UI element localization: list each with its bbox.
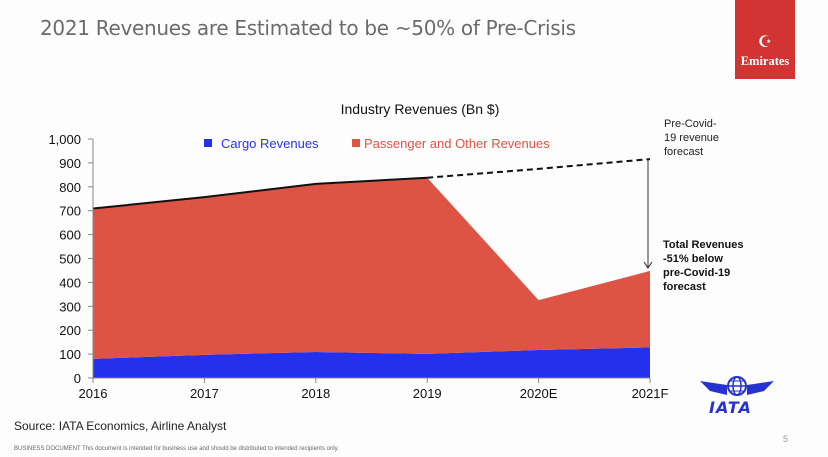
annotation-line: forecast: [663, 281, 706, 293]
x-tick-label: 2017: [190, 386, 219, 401]
annotation-line: pre-Covid-19: [663, 267, 731, 279]
legend-item-passenger: Passenger and Other Revenues: [352, 136, 550, 151]
legend-label-passenger: Passenger and Other Revenues: [364, 136, 550, 151]
area-series-cargo: [93, 347, 650, 378]
page-number: 5: [783, 434, 789, 444]
emirates-logo: ☪ Emirates: [735, 0, 795, 79]
legend-label-cargo: Cargo Revenues: [221, 136, 319, 151]
annotation-line: -51% below: [663, 253, 723, 265]
iata-logo-text: IATA: [709, 398, 752, 417]
y-tick-label: 400: [59, 275, 81, 290]
annotation-line: forecast: [664, 146, 704, 158]
y-tick-label: 600: [59, 228, 81, 243]
x-tick-label: 2021F: [632, 386, 669, 401]
y-tick-label: 300: [59, 299, 81, 314]
y-tick-label: 100: [59, 347, 81, 362]
emirates-calligraphy-icon: ☪: [757, 32, 773, 51]
legend-swatch-passenger: [352, 139, 360, 147]
legend-swatch-cargo: [204, 139, 212, 147]
annotation-pre-covid-forecast: Pre-Covid- 19 revenue forecast: [664, 117, 719, 159]
gap-arrowhead-icon: [643, 261, 653, 269]
annotation-line: 19 revenue: [664, 132, 720, 144]
y-tick-label: 800: [59, 180, 81, 195]
annotation-total-revenues: Total Revenues -51% below pre-Covid-19 f…: [663, 238, 744, 294]
emirates-logo-text: Emirates: [740, 54, 790, 68]
area-series-passenger: [93, 177, 650, 359]
disclaimer: BUSINESS DOCUMENT This document is inten…: [14, 446, 339, 452]
x-tick-label: 2020E: [520, 386, 558, 401]
source-note: Source: IATA Economics, Airline Analyst: [14, 419, 227, 433]
y-tick-label: 200: [59, 323, 81, 338]
y-tick-label: 700: [59, 204, 81, 219]
y-tick-label: 1,000: [48, 132, 81, 147]
iata-globe-wings-icon: [700, 376, 774, 396]
slide-title: 2021 Revenues are Estimated to be ~50% o…: [40, 16, 576, 40]
legend-item-cargo: Cargo Revenues: [204, 136, 319, 151]
pre-covid-forecast-line: [427, 158, 651, 179]
x-tick-label: 2019: [413, 386, 442, 401]
y-tick-label: 500: [59, 252, 81, 267]
x-tick-label: 2016: [79, 386, 108, 401]
annotation-line: Total Revenues: [663, 239, 744, 251]
x-tick-label: 2018: [301, 386, 330, 401]
chart-title: Industry Revenues (Bn $): [340, 101, 500, 117]
annotation-line: Pre-Covid-: [664, 118, 717, 130]
y-tick-label: 900: [59, 156, 81, 171]
total-revenue-line: [92, 176, 428, 210]
y-tick-label: 0: [74, 371, 81, 386]
